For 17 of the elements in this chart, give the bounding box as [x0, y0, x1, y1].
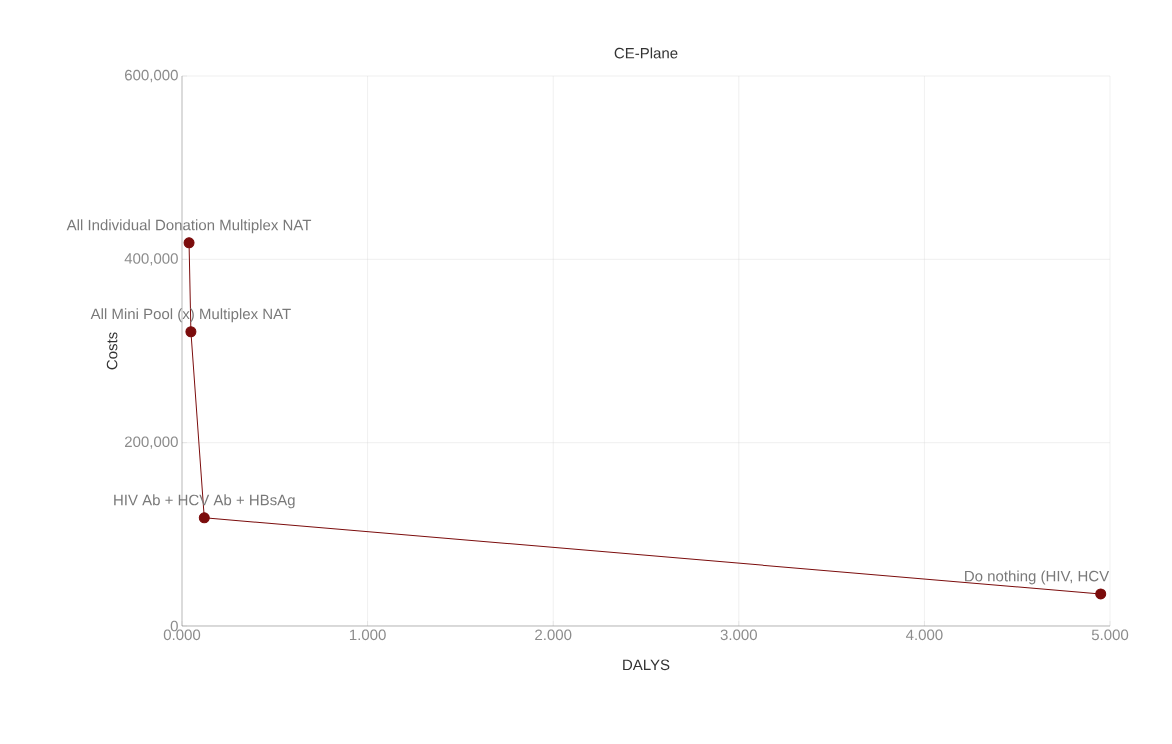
x-tick-label: 2.000	[535, 629, 572, 641]
chart-title: CE-Plane	[614, 47, 678, 59]
x-tick-label: 4.000	[905, 629, 943, 641]
y-axis-title: Costs	[106, 332, 118, 370]
y-tick-label: 400,000	[124, 253, 178, 266]
point	[1095, 588, 1107, 600]
point	[185, 326, 197, 338]
y-tick-label: 200,000	[125, 436, 178, 449]
annotation: Do nothing (HIV, HCV	[965, 570, 1110, 585]
point	[198, 512, 210, 524]
x-tick-label: 1.000	[349, 629, 386, 641]
point	[183, 237, 195, 249]
annotation: All Individual Donation Multiplex NAT	[66, 219, 312, 234]
x-tick-label: 3.000	[720, 629, 757, 641]
y-tick-label: 600,000	[125, 69, 178, 83]
x-tick-label: 5.000	[1091, 629, 1129, 641]
x-axis-title: DALYS	[623, 659, 670, 671]
